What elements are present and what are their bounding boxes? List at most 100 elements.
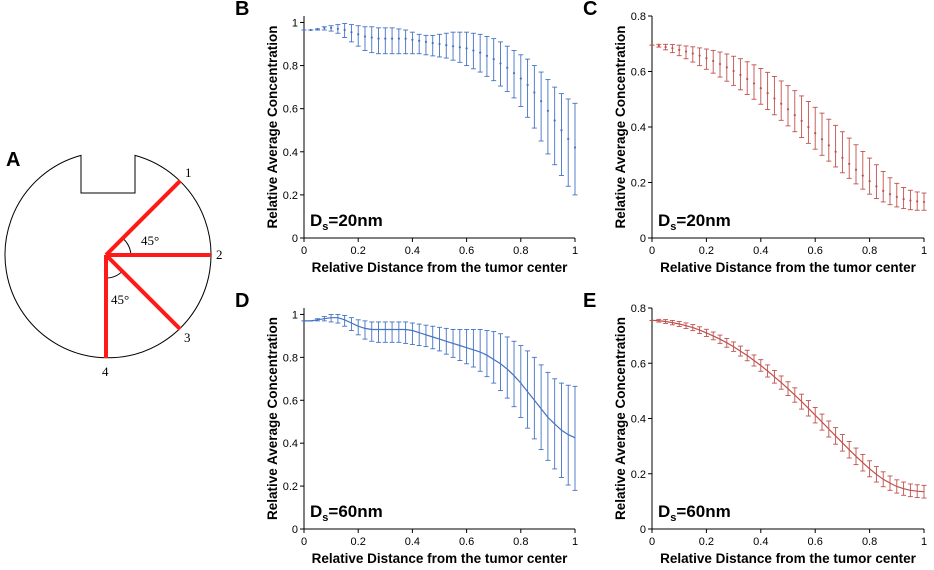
ds-label: Ds=20nm [658, 211, 731, 233]
mean-point [350, 31, 353, 34]
panel-letter: C [583, 0, 597, 20]
mean-point [752, 82, 756, 85]
mean-point [363, 35, 367, 38]
mean-point [492, 58, 495, 61]
error-bars [301, 23, 578, 196]
mean-point [323, 26, 326, 29]
y-tick-label: 0.4 [631, 414, 646, 426]
panel-letter: D [235, 290, 249, 312]
mean-point [780, 102, 783, 105]
x-tick-label: 0.8 [513, 245, 528, 257]
mean-point [418, 39, 421, 42]
spoke-3 [104, 253, 182, 331]
mean-point [465, 47, 468, 50]
mean-point [553, 119, 556, 122]
mean-point [888, 193, 892, 196]
x-tick-label: 0.6 [808, 536, 823, 548]
mean-point [800, 119, 803, 122]
mean-point [377, 37, 380, 40]
mean-point [718, 62, 722, 66]
mean-point [424, 40, 428, 43]
angle-label-lower: 45° [111, 292, 129, 307]
mean-point [902, 198, 905, 201]
x-tick-label: 1 [921, 536, 927, 548]
x-tick-label: 1 [572, 536, 578, 548]
x-tick-label: 0 [649, 245, 655, 257]
angle-label-upper: 45° [141, 233, 159, 248]
mean-point [820, 138, 824, 141]
mean-point [671, 47, 674, 50]
mean-point [330, 26, 333, 29]
y-tick-label: 0.6 [631, 358, 646, 370]
mean-point [664, 45, 667, 49]
mean-point [657, 44, 660, 47]
y-tick-label: 0.8 [631, 11, 646, 23]
panel-a-schematic: A 1 2 3 4 45° 45° [4, 149, 223, 379]
mean-point [861, 174, 864, 177]
mean-point [336, 27, 339, 31]
chart-panel-e: 0 0.2 0.4 0.6 0.8 1 0 0.2 0.4 0.6 0.8 Relative Dist… [583, 290, 927, 566]
ds-suffix: =60nm [676, 502, 730, 521]
mean-point [431, 41, 434, 45]
mean-point [499, 62, 502, 65]
mean-line [304, 317, 576, 439]
mean-point [650, 44, 654, 47]
mean-point [684, 50, 688, 53]
angle-arc-lower [105, 270, 123, 279]
y-tick-label: 1 [292, 309, 298, 321]
x-tick-label: 0 [301, 536, 307, 548]
ds-suffix: =60nm [328, 502, 382, 521]
mean-point [526, 83, 529, 87]
tumor-outline [4, 154, 212, 359]
mean-point [512, 72, 516, 75]
x-tick-label: 0.2 [351, 245, 366, 257]
x-tick-label: 0.6 [808, 245, 823, 257]
y-tick-label: 0.4 [283, 147, 298, 159]
y-axis-title: Relative Average Concentration [613, 317, 628, 520]
x-axis-title: Relative Distance from the tumor center [312, 551, 569, 566]
mean-point [546, 109, 550, 112]
mean-point [807, 125, 810, 129]
mean-point [458, 46, 461, 49]
mean-point [766, 92, 769, 95]
x-tick-label: 0.2 [699, 245, 714, 257]
mean-point [540, 100, 543, 103]
spoke-1 [104, 179, 182, 257]
y-tick-label: 0.8 [283, 61, 298, 73]
mean-point [786, 108, 790, 111]
mean-point [875, 185, 878, 188]
x-tick-label: 0.4 [753, 536, 768, 548]
mean-point [691, 52, 694, 55]
ds-prefix: D [658, 211, 670, 230]
x-tick-label: 0.2 [699, 536, 714, 548]
mean-point [506, 66, 509, 69]
mean-point [533, 91, 536, 94]
spoke-label-2: 2 [216, 247, 223, 262]
y-axis-title: Relative Average Concentration [265, 317, 280, 520]
chart-panel-c: 0 0.2 0.4 0.6 0.8 1 0 0.2 0.4 0.6 0.8 Relative Dist… [583, 0, 927, 275]
x-tick-label: 0.6 [459, 245, 474, 257]
ds-label: Ds=60nm [658, 502, 731, 524]
mean-point [834, 150, 837, 153]
x-tick-label: 0.4 [753, 245, 768, 257]
y-tick-label: 0.6 [283, 395, 298, 407]
mean-point [485, 54, 489, 57]
ds-subscript: s [670, 221, 676, 233]
error-bars [301, 313, 578, 491]
mean-point [814, 132, 817, 135]
x-tick-label: 1 [572, 245, 578, 257]
mean-point [357, 33, 360, 36]
mean-point [698, 54, 701, 57]
ds-prefix: D [310, 502, 322, 521]
ds-subscript: s [322, 221, 328, 233]
ds-label: Ds=60nm [310, 502, 383, 524]
panel-letter: E [583, 290, 596, 312]
ds-subscript: s [322, 512, 328, 524]
mean-point [841, 156, 844, 159]
y-tick-label: 0 [640, 233, 646, 245]
mean-point [302, 28, 306, 32]
mean-point [854, 168, 858, 171]
